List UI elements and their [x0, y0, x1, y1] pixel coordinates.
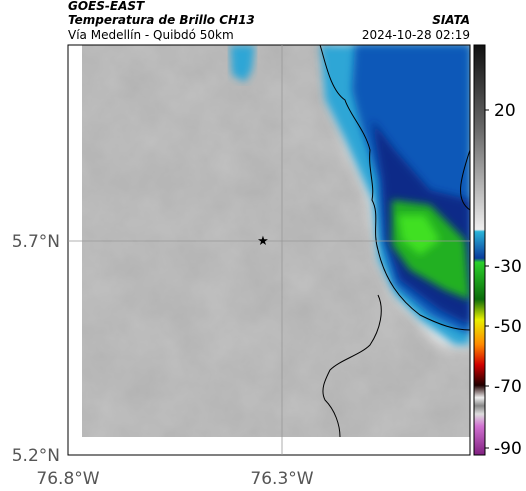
colorbar-ticks: 20 -30 -50 -70 -90 [485, 101, 522, 459]
colorbar-label: -30 [494, 257, 522, 277]
colorbar-label: -90 [494, 439, 522, 459]
satellite-name: GOES-EAST [68, 0, 145, 13]
colorbar-label: -50 [494, 317, 522, 337]
colorbar-label: -70 [494, 377, 522, 397]
lon-label: 76.3°W [250, 469, 313, 489]
lat-label: 5.7°N [12, 232, 60, 252]
colorbar [473, 44, 486, 456]
location-marker: ★ [257, 234, 269, 249]
product-title: Temperatura de Brillo CH13 [68, 13, 255, 27]
lat-label: 5.2°N [12, 446, 60, 466]
lon-label: 76.8°W [36, 469, 99, 489]
timestamp: 2024-10-28 02:19 [362, 28, 470, 42]
map-frame [67, 44, 471, 456]
subtitle: Vía Medellín - Quibdó 50km [68, 28, 234, 42]
source: SIATA [432, 13, 470, 27]
colorbar-label: 20 [494, 101, 516, 121]
